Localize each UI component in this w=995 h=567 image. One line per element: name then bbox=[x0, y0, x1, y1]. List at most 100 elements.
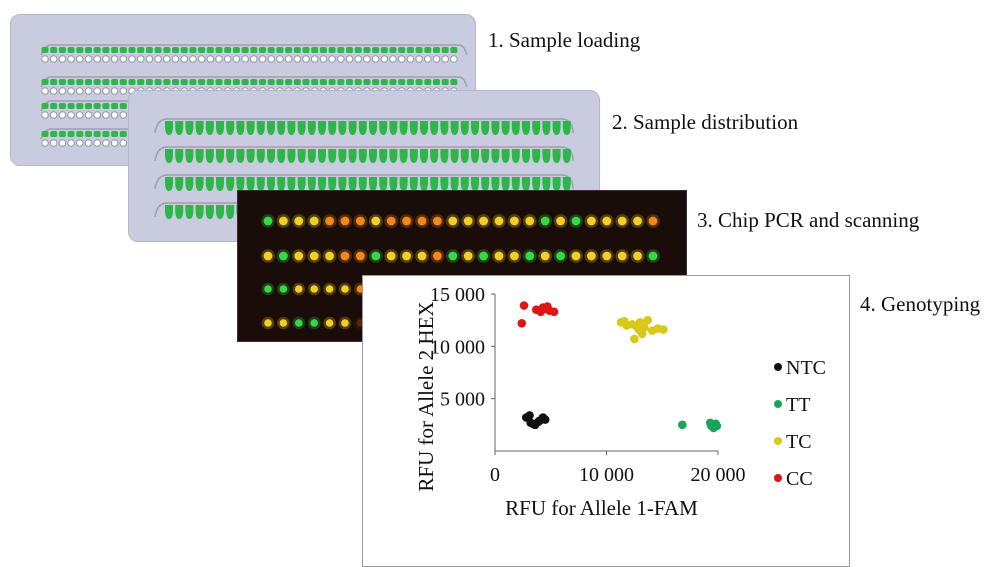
chip1-empty-well bbox=[389, 55, 397, 63]
point-tt bbox=[711, 419, 721, 429]
chip1-loaded-well bbox=[85, 79, 92, 85]
point-cc bbox=[519, 301, 529, 310]
chip1-loaded-well bbox=[433, 79, 440, 85]
chip1-loaded-well bbox=[111, 47, 119, 53]
chip2-filled-well bbox=[338, 177, 347, 191]
scan-spot bbox=[648, 251, 658, 261]
chip2-filled-well bbox=[246, 177, 255, 191]
chip1-empty-well bbox=[293, 55, 302, 63]
chip1-empty-well bbox=[154, 55, 162, 63]
chip2-filled-well bbox=[440, 177, 449, 191]
chip1-loaded-well bbox=[259, 79, 266, 85]
chip1-loaded-well bbox=[102, 131, 110, 137]
chip2-filled-well bbox=[185, 149, 194, 163]
chip2-filled-well bbox=[491, 149, 500, 163]
legend-marker-tt bbox=[774, 400, 782, 408]
chip2-filled-well bbox=[522, 177, 530, 191]
chip1-empty-well bbox=[189, 55, 197, 63]
chip2-filled-well bbox=[522, 149, 530, 163]
scan-spot bbox=[310, 319, 318, 327]
chip1-empty-well bbox=[450, 55, 458, 63]
point-tc bbox=[643, 315, 653, 325]
chip1-empty-well bbox=[310, 55, 319, 63]
scan-spot bbox=[402, 251, 411, 261]
chip1-loaded-well bbox=[433, 47, 440, 53]
scan-spot bbox=[340, 216, 350, 226]
scan-spot bbox=[386, 251, 396, 261]
scan-spot bbox=[571, 251, 581, 261]
scan-spot bbox=[295, 285, 303, 293]
point-cc bbox=[549, 307, 559, 317]
scan-spot bbox=[617, 251, 627, 261]
chip1-empty-well bbox=[397, 55, 406, 63]
scan-spot bbox=[386, 216, 396, 226]
chip1-loaded-well bbox=[76, 47, 84, 53]
chip2-filled-well bbox=[328, 149, 337, 163]
chip2-filled-well bbox=[348, 177, 357, 191]
scan-spot bbox=[463, 251, 473, 261]
chip1-loaded-well bbox=[285, 79, 293, 85]
chip1-loaded-well bbox=[119, 103, 127, 109]
chip1-loaded-well bbox=[198, 79, 206, 85]
point-tc bbox=[659, 325, 668, 334]
chip1-empty-well bbox=[76, 55, 84, 63]
chip2-channel bbox=[154, 118, 574, 134]
scan-spot bbox=[448, 251, 458, 261]
chip1-loaded-well bbox=[50, 131, 58, 137]
chip1-loaded-well bbox=[311, 79, 319, 85]
chip1-loaded-well bbox=[224, 47, 232, 53]
chip2-filled-well bbox=[277, 177, 286, 191]
chip1-empty-well bbox=[206, 55, 215, 63]
chip2-filled-well bbox=[165, 177, 173, 191]
chip1-empty-well bbox=[380, 55, 389, 63]
legend-label-ntc: NTC bbox=[786, 357, 826, 379]
chip2-filled-well bbox=[165, 205, 173, 219]
chip2-filled-well bbox=[318, 177, 326, 191]
chip1-empty-well bbox=[58, 139, 67, 147]
chip2-filled-well bbox=[430, 177, 439, 191]
chip1-empty-well bbox=[84, 111, 93, 119]
chip2-filled-well bbox=[205, 205, 214, 219]
step-2-label: 2. Sample distribution bbox=[612, 110, 799, 134]
chip1-empty-well bbox=[163, 55, 171, 63]
chip1-loaded-well bbox=[389, 79, 397, 85]
scan-spot bbox=[263, 216, 273, 226]
chip2-filled-well bbox=[165, 149, 173, 163]
chip1-empty-well bbox=[171, 55, 180, 63]
chip1-loaded-well bbox=[67, 47, 75, 53]
chip2-filled-well bbox=[481, 177, 490, 191]
chip2-filled-well bbox=[267, 121, 275, 135]
chip1-loaded-well bbox=[154, 47, 162, 53]
chip1-loaded-well bbox=[267, 47, 275, 53]
chip1-empty-well bbox=[284, 55, 293, 63]
chip2-filled-well bbox=[256, 121, 265, 135]
chip2-filled-well bbox=[205, 177, 214, 191]
chip1-loaded-well bbox=[67, 103, 75, 109]
chip1-loaded-well bbox=[58, 47, 66, 53]
chip1-loaded-well bbox=[232, 79, 240, 85]
chip2-filled-well bbox=[318, 149, 326, 163]
scan-spot bbox=[279, 251, 288, 261]
chip1-empty-well bbox=[424, 55, 432, 63]
scan-spot bbox=[648, 216, 658, 226]
chip1-loaded-well bbox=[154, 79, 162, 85]
chip1-loaded-well bbox=[311, 47, 319, 53]
chip2-filled-well bbox=[195, 205, 204, 219]
scan-spot bbox=[356, 216, 365, 226]
chip1-empty-well bbox=[371, 55, 380, 63]
chip1-empty-well bbox=[93, 111, 101, 119]
scan-spot bbox=[340, 251, 350, 261]
chip1-loaded-well bbox=[389, 47, 397, 53]
chip2-filled-well bbox=[379, 149, 388, 163]
chip1-empty-well bbox=[67, 55, 75, 63]
chip1-loaded-well bbox=[328, 47, 336, 53]
chip2-filled-well bbox=[216, 177, 224, 191]
chip1-empty-well bbox=[110, 87, 119, 95]
chip2-filled-well bbox=[399, 177, 408, 191]
chip1-loaded-well bbox=[172, 47, 179, 53]
scan-spot bbox=[510, 216, 519, 226]
chip1-loaded-well bbox=[76, 131, 84, 137]
chip2-filled-well bbox=[277, 121, 286, 135]
chip1-loaded-well bbox=[285, 47, 293, 53]
scan-spot bbox=[448, 216, 458, 226]
